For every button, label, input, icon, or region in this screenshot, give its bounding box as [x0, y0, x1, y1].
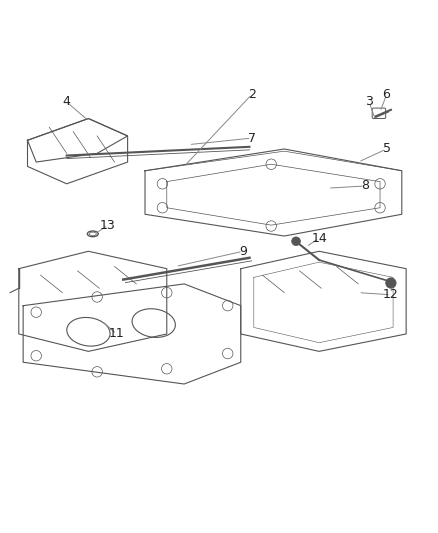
Text: 11: 11	[109, 327, 124, 341]
Text: 7: 7	[247, 132, 256, 144]
Text: 2: 2	[248, 88, 256, 101]
Text: 14: 14	[311, 232, 327, 245]
Text: 4: 4	[63, 95, 71, 109]
Circle shape	[386, 278, 396, 288]
Text: 9: 9	[239, 245, 247, 258]
Circle shape	[292, 237, 300, 246]
Text: 13: 13	[100, 219, 116, 232]
FancyBboxPatch shape	[372, 108, 386, 118]
Text: 5: 5	[382, 142, 391, 156]
Text: 3: 3	[365, 95, 373, 109]
Text: 6: 6	[383, 88, 391, 101]
Text: 8: 8	[361, 180, 369, 192]
Text: 12: 12	[383, 288, 399, 301]
